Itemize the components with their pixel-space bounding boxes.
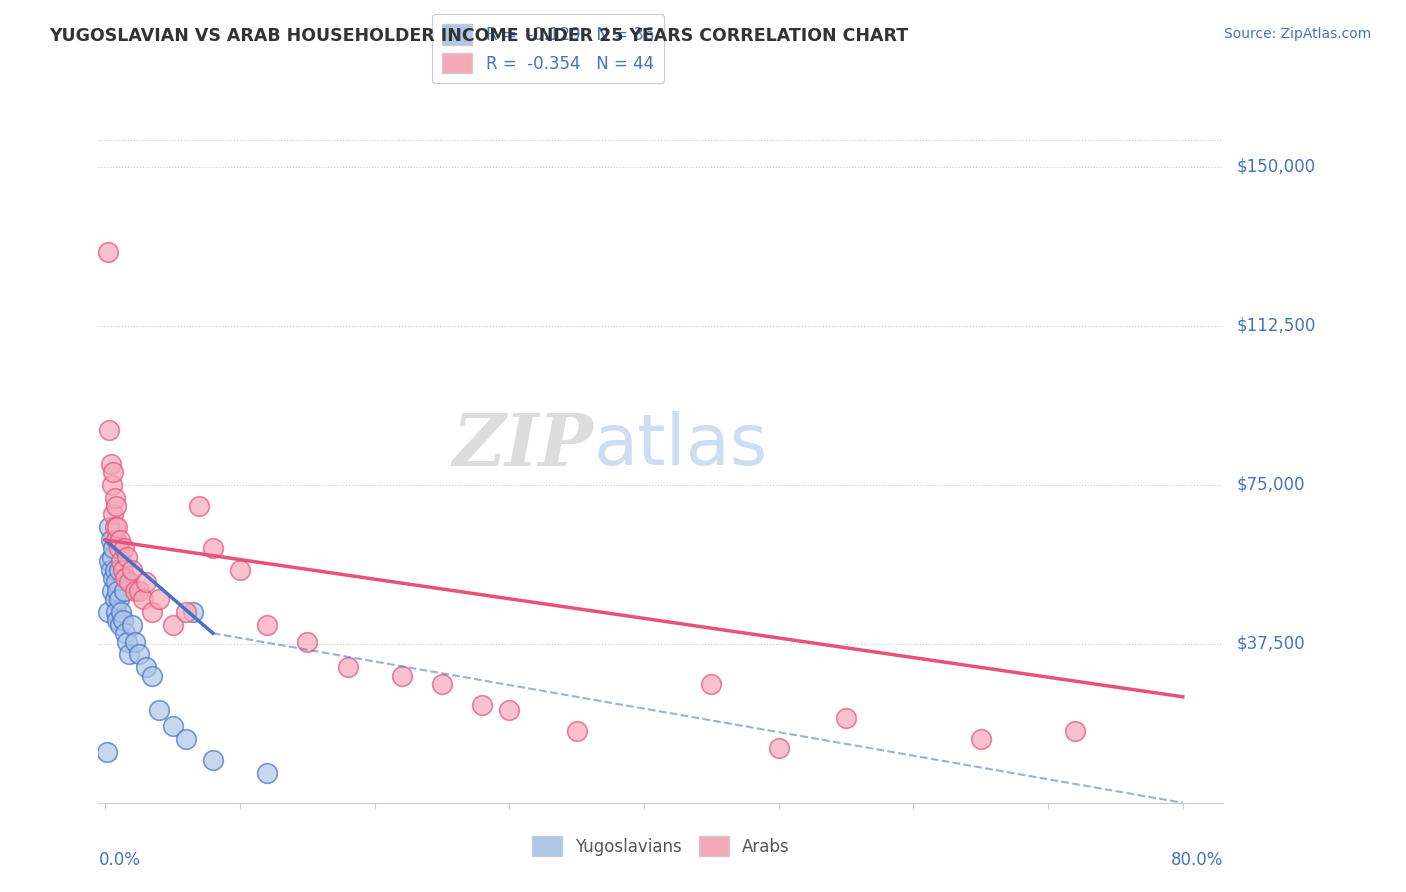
Point — [128, 648, 150, 662]
Point — [100, 563, 122, 577]
Point — [105, 583, 128, 598]
Point — [103, 465, 125, 479]
Point — [430, 677, 453, 691]
Point — [141, 605, 163, 619]
Point — [101, 549, 124, 564]
Point — [105, 614, 128, 628]
Point — [256, 766, 278, 780]
Point — [103, 541, 125, 556]
Point — [111, 563, 134, 577]
Point — [104, 575, 127, 590]
Point — [98, 423, 121, 437]
Point — [121, 563, 143, 577]
Point — [498, 702, 520, 716]
Text: ZIP: ZIP — [453, 410, 593, 481]
Point — [124, 634, 146, 648]
Point — [201, 541, 224, 556]
Point — [112, 541, 135, 556]
Point — [118, 575, 141, 590]
Point — [124, 583, 146, 598]
Text: $112,500: $112,500 — [1237, 317, 1316, 334]
Point — [110, 605, 132, 619]
Point — [96, 745, 118, 759]
Point — [835, 711, 858, 725]
Point — [256, 617, 278, 632]
Point — [297, 634, 319, 648]
Point — [104, 499, 127, 513]
Point — [768, 740, 790, 755]
Text: Source: ZipAtlas.com: Source: ZipAtlas.com — [1223, 27, 1371, 41]
Point — [103, 491, 125, 505]
Point — [148, 702, 170, 716]
Point — [148, 592, 170, 607]
Point — [201, 753, 224, 767]
Point — [111, 614, 134, 628]
Point — [101, 583, 124, 598]
Point — [100, 457, 122, 471]
Point — [103, 571, 125, 585]
Point — [174, 605, 197, 619]
Point — [112, 583, 135, 598]
Point — [115, 634, 138, 648]
Point — [114, 626, 136, 640]
Text: 0.0%: 0.0% — [98, 851, 141, 869]
Point — [162, 617, 184, 632]
Point — [101, 478, 124, 492]
Point — [107, 563, 129, 577]
Point — [391, 668, 413, 682]
Text: YUGOSLAVIAN VS ARAB HOUSEHOLDER INCOME UNDER 25 YEARS CORRELATION CHART: YUGOSLAVIAN VS ARAB HOUSEHOLDER INCOME U… — [49, 27, 908, 45]
Point — [115, 549, 138, 564]
Point — [141, 668, 163, 682]
Point — [104, 533, 127, 547]
Point — [174, 732, 197, 747]
Point — [700, 677, 723, 691]
Point — [103, 563, 125, 577]
Point — [98, 520, 121, 534]
Point — [100, 533, 122, 547]
Point — [128, 583, 150, 598]
Point — [103, 508, 125, 522]
Point — [1064, 723, 1087, 738]
Point — [97, 605, 120, 619]
Point — [104, 605, 127, 619]
Point — [114, 571, 136, 585]
Point — [132, 592, 155, 607]
Point — [162, 719, 184, 733]
Text: $37,500: $37,500 — [1237, 635, 1306, 653]
Point — [135, 575, 157, 590]
Text: atlas: atlas — [593, 411, 768, 480]
Point — [970, 732, 993, 747]
Text: 80.0%: 80.0% — [1171, 851, 1223, 869]
Point — [98, 554, 121, 568]
Point — [108, 533, 131, 547]
Text: $150,000: $150,000 — [1237, 158, 1316, 176]
Point — [97, 244, 120, 259]
Point — [565, 723, 588, 738]
Point — [121, 617, 143, 632]
Point — [135, 660, 157, 674]
Point — [103, 592, 125, 607]
Legend: Yugoslavians, Arabs: Yugoslavians, Arabs — [526, 830, 796, 863]
Point — [107, 592, 129, 607]
Point — [188, 499, 211, 513]
Text: $75,000: $75,000 — [1237, 475, 1306, 494]
Point — [336, 660, 359, 674]
Point — [103, 520, 125, 534]
Point — [110, 554, 132, 568]
Point — [107, 541, 129, 556]
Point — [118, 648, 141, 662]
Point — [229, 563, 252, 577]
Point — [105, 520, 128, 534]
Point — [181, 605, 204, 619]
Point — [471, 698, 494, 713]
Point — [108, 617, 131, 632]
